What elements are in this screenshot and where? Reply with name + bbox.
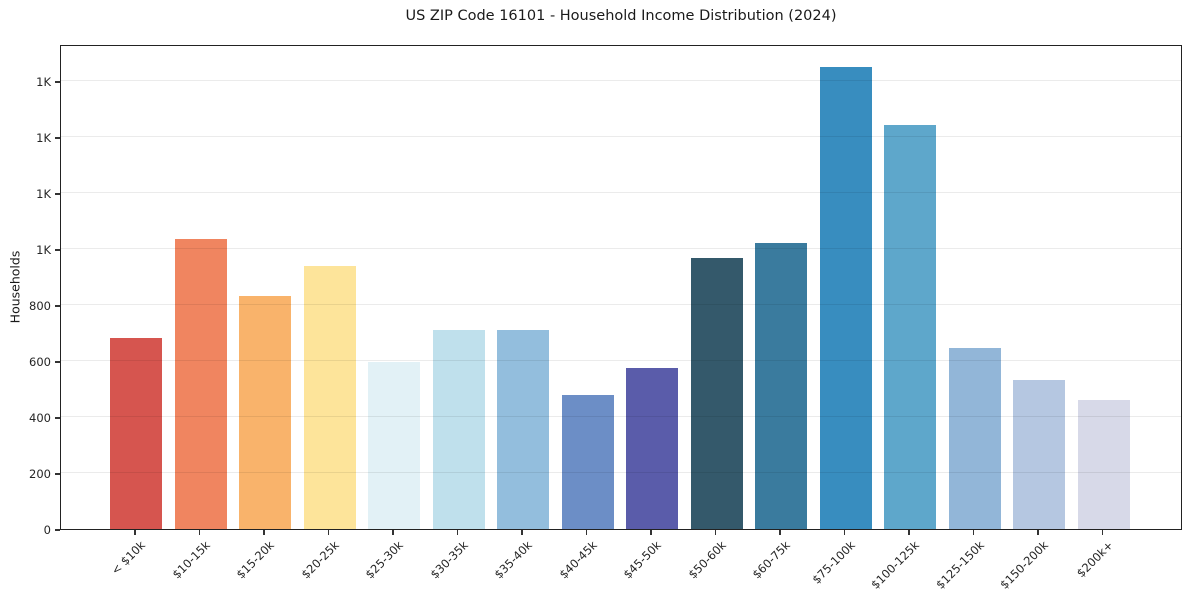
gridline xyxy=(61,303,1181,305)
y-tick-mark xyxy=(55,81,60,83)
x-tick-mark xyxy=(1037,530,1039,535)
y-tick-label: 1K xyxy=(36,130,51,145)
x-tick-label: < $10k xyxy=(108,538,148,578)
y-tick-label: 600 xyxy=(29,354,51,369)
y-tick-mark xyxy=(55,249,60,251)
y-tick-label: 400 xyxy=(29,410,51,425)
y-tick-mark xyxy=(55,137,60,139)
y-tick-mark xyxy=(55,305,60,307)
bar xyxy=(497,329,549,529)
bar xyxy=(690,258,743,529)
x-tick-mark xyxy=(972,530,975,535)
y-tick-mark xyxy=(55,193,60,195)
x-tick-mark xyxy=(456,530,459,535)
x-tick-mark xyxy=(134,530,136,535)
gridline xyxy=(61,416,1181,417)
bar xyxy=(110,338,162,529)
x-tick-mark xyxy=(521,530,523,535)
bar xyxy=(1013,380,1065,529)
x-tick-mark xyxy=(392,530,394,535)
gridline xyxy=(61,191,1181,193)
y-tick-label: 1K xyxy=(36,242,51,257)
bar xyxy=(819,66,872,529)
chart-title: US ZIP Code 16101 - Household Income Dis… xyxy=(405,8,837,24)
x-tick-mark xyxy=(327,530,330,535)
gridline xyxy=(61,79,1181,81)
plot-area xyxy=(60,45,1182,530)
y-tick-label: 0 xyxy=(43,523,51,537)
bar xyxy=(368,362,420,529)
x-tick-mark xyxy=(198,530,201,535)
y-tick-label: 1K xyxy=(36,186,51,201)
y-tick-mark xyxy=(55,417,60,419)
bar xyxy=(432,329,485,529)
x-tick-mark xyxy=(908,530,910,535)
y-tick-mark xyxy=(55,473,60,475)
bar xyxy=(303,266,356,529)
bar xyxy=(884,124,936,529)
y-tick-mark xyxy=(55,361,60,363)
y-tick-label: 200 xyxy=(29,466,51,481)
gridline xyxy=(61,472,1181,473)
bar xyxy=(561,395,614,529)
bar xyxy=(948,348,1001,529)
bar xyxy=(626,368,678,529)
x-tick-mark xyxy=(585,530,588,535)
y-tick-label: 1K xyxy=(36,74,51,89)
x-tick-mark xyxy=(1101,530,1104,535)
y-tick-label: 800 xyxy=(29,298,51,313)
y-tick-mark xyxy=(55,529,60,531)
gridline xyxy=(61,135,1181,137)
bar xyxy=(239,296,291,529)
x-tick-mark xyxy=(263,530,265,535)
x-tick-mark xyxy=(779,530,781,535)
bar xyxy=(1077,399,1130,529)
x-tick-mark xyxy=(650,530,652,535)
gridline xyxy=(61,247,1181,249)
gridline xyxy=(61,360,1181,361)
x-tick-mark xyxy=(843,530,846,535)
bar xyxy=(755,243,807,529)
bar xyxy=(174,238,227,529)
x-tick-mark xyxy=(714,530,717,535)
